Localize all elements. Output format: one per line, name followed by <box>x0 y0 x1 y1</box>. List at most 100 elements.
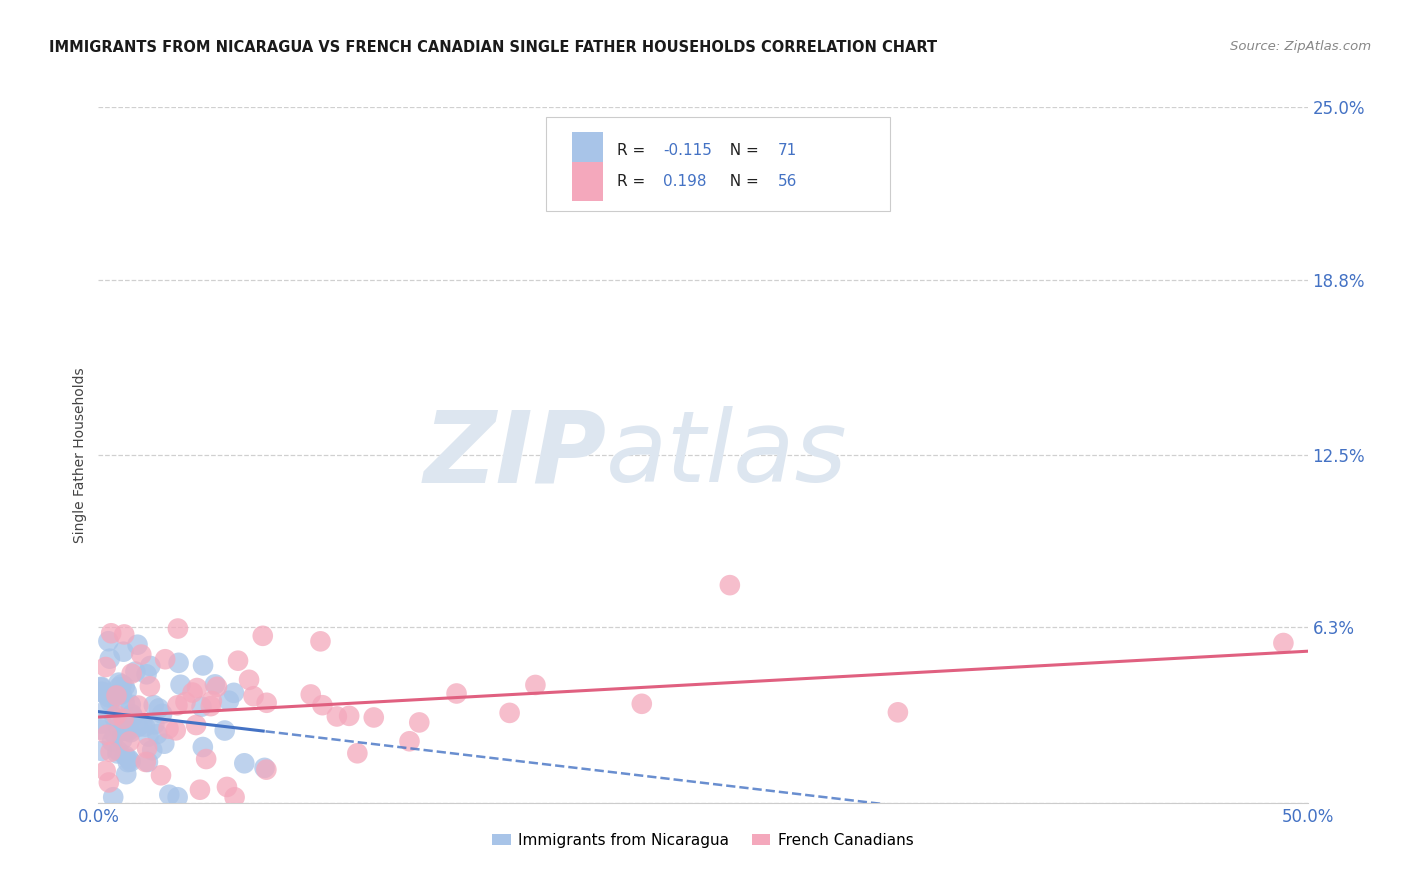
Point <box>96 701 118 715</box>
Point <box>100 626 122 640</box>
Point <box>150 706 173 721</box>
Point <box>97 775 120 789</box>
Point <box>153 652 176 666</box>
Text: N =: N = <box>720 144 763 159</box>
Point <box>114 696 136 710</box>
Point <box>218 694 240 708</box>
Point <box>112 645 135 659</box>
Point <box>121 707 143 722</box>
Point <box>111 677 134 691</box>
Point <box>167 622 190 636</box>
Point <box>150 768 173 782</box>
Point <box>363 710 385 724</box>
Point <box>630 697 652 711</box>
Point <box>111 732 134 747</box>
Text: IMMIGRANTS FROM NICARAGUA VS FRENCH CANADIAN SINGLE FATHER HOUSEHOLDS CORRELATIO: IMMIGRANTS FROM NICARAGUA VS FRENCH CANA… <box>49 40 938 55</box>
Point <box>90 681 112 695</box>
Text: -0.115: -0.115 <box>664 144 711 159</box>
Point <box>186 681 208 695</box>
Point <box>252 629 274 643</box>
Point <box>90 723 112 737</box>
Point <box>90 744 112 758</box>
Point <box>337 709 360 723</box>
Point <box>101 690 124 704</box>
Point <box>90 685 112 699</box>
FancyBboxPatch shape <box>572 162 603 201</box>
Point <box>136 755 159 769</box>
Point <box>94 660 117 674</box>
Text: Source: ZipAtlas.com: Source: ZipAtlas.com <box>1230 40 1371 54</box>
Point <box>105 708 128 723</box>
Point <box>121 666 143 681</box>
Point <box>233 756 256 771</box>
Text: ZIP: ZIP <box>423 407 606 503</box>
Point <box>142 698 165 713</box>
Point <box>184 718 207 732</box>
Point <box>524 678 547 692</box>
Text: 56: 56 <box>778 174 797 189</box>
Point <box>146 727 169 741</box>
Point <box>117 755 139 769</box>
Point <box>143 717 166 731</box>
Point <box>299 688 322 702</box>
Point <box>238 673 260 687</box>
Point <box>139 679 162 693</box>
Point <box>98 651 121 665</box>
Point <box>127 720 149 734</box>
Point <box>157 788 180 802</box>
Point <box>118 752 141 766</box>
Point <box>446 686 468 700</box>
Point <box>191 739 214 754</box>
Text: R =: R = <box>617 144 650 159</box>
Point <box>205 680 228 694</box>
Point <box>346 746 368 760</box>
Point <box>114 748 136 763</box>
Point <box>110 687 132 701</box>
Point <box>311 698 333 713</box>
Point <box>124 665 146 679</box>
Point <box>498 706 520 720</box>
Point <box>115 767 138 781</box>
Point <box>108 680 131 694</box>
Point <box>98 695 121 709</box>
Point <box>120 755 142 769</box>
Point <box>214 723 236 738</box>
Point <box>226 654 249 668</box>
Point <box>242 690 264 704</box>
Point <box>120 698 142 712</box>
Point <box>91 685 114 699</box>
Y-axis label: Single Father Households: Single Father Households <box>73 368 87 542</box>
Point <box>174 695 197 709</box>
Text: 0.198: 0.198 <box>664 174 707 189</box>
Point <box>127 698 149 713</box>
Point <box>93 686 115 700</box>
Point <box>157 722 180 736</box>
Point <box>105 689 128 703</box>
Legend: Immigrants from Nicaragua, French Canadians: Immigrants from Nicaragua, French Canadi… <box>486 827 920 855</box>
Text: N =: N = <box>720 174 763 189</box>
Point <box>115 685 138 699</box>
Point <box>188 782 211 797</box>
Point <box>103 710 125 724</box>
Point <box>718 578 741 592</box>
Point <box>195 752 218 766</box>
Point <box>114 680 136 694</box>
Point <box>153 737 176 751</box>
Point <box>107 721 129 735</box>
Point <box>107 744 129 758</box>
Point <box>166 790 188 805</box>
Point <box>135 755 157 769</box>
Point <box>326 709 349 723</box>
Point <box>408 715 430 730</box>
Point <box>94 764 117 778</box>
Point <box>136 741 159 756</box>
Point <box>201 694 224 708</box>
Point <box>115 723 138 738</box>
Point <box>105 747 128 761</box>
Point <box>169 678 191 692</box>
Point <box>309 634 332 648</box>
Point <box>204 677 226 691</box>
Point <box>134 720 156 734</box>
Point <box>181 685 204 699</box>
Text: R =: R = <box>617 174 650 189</box>
